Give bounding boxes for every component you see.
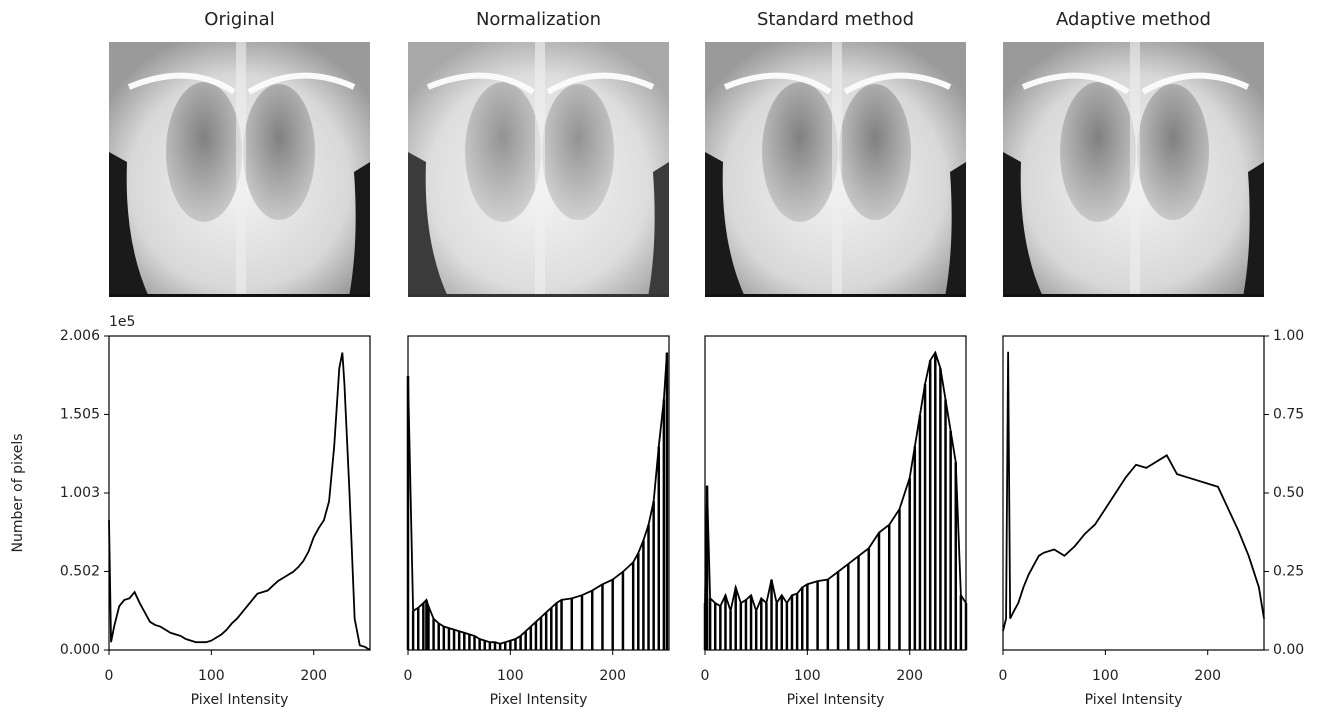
chart-title: Original: [204, 9, 274, 30]
y2-tick-label: 0.75: [1273, 407, 1304, 423]
y-tick-label: 1.003: [60, 485, 100, 501]
x-tick-label: 200: [300, 668, 327, 684]
histogram-line: [704, 350, 967, 615]
x-tick-label: 100: [497, 668, 524, 684]
x-axis-label: Pixel Intensity: [490, 692, 588, 708]
x-tick-label: 100: [794, 668, 821, 684]
x-tick-label: 100: [198, 668, 225, 684]
axes-frame: [704, 335, 967, 651]
axes-frame: [108, 335, 371, 651]
y-tick-label: 1.505: [60, 406, 100, 422]
y-tick-label: 0.000: [60, 642, 100, 658]
x-axis-label: Pixel Intensity: [1085, 692, 1183, 708]
y-tick-label: 2.006: [60, 328, 100, 344]
histogram-line: [1002, 351, 1265, 632]
x-tick-label: 0: [701, 668, 710, 684]
histogram-line: [407, 352, 668, 645]
chart-title: Adaptive method: [1056, 9, 1211, 30]
y2-tick-label: 0.50: [1273, 485, 1304, 501]
axes-frame: [407, 335, 670, 651]
x-tick-label: 200: [599, 668, 626, 684]
y-tick-label: 0.502: [60, 563, 100, 579]
chart-title: Standard method: [757, 9, 914, 30]
x-tick-label: 200: [896, 668, 923, 684]
image: [408, 42, 669, 297]
x-tick-label: 0: [999, 668, 1008, 684]
image: [109, 42, 370, 297]
y2-tick-label: 0.25: [1273, 564, 1304, 580]
y2-tick-label: 0.00: [1273, 642, 1304, 658]
image: [705, 42, 966, 297]
axes-frame: [1002, 335, 1265, 651]
y2-tick-label: 1.00: [1273, 328, 1304, 344]
y-axis-label: Number of pixels: [10, 433, 26, 552]
y-offset-label: 1e5: [109, 314, 135, 330]
image: [1003, 42, 1264, 297]
histogram-line: [108, 352, 371, 651]
x-tick-label: 0: [404, 668, 413, 684]
x-tick-label: 0: [105, 668, 114, 684]
chart-title: Normalization: [476, 9, 601, 30]
x-tick-label: 200: [1194, 668, 1221, 684]
x-axis-label: Pixel Intensity: [191, 692, 289, 708]
x-tick-label: 100: [1092, 668, 1119, 684]
x-axis-label: Pixel Intensity: [787, 692, 885, 708]
